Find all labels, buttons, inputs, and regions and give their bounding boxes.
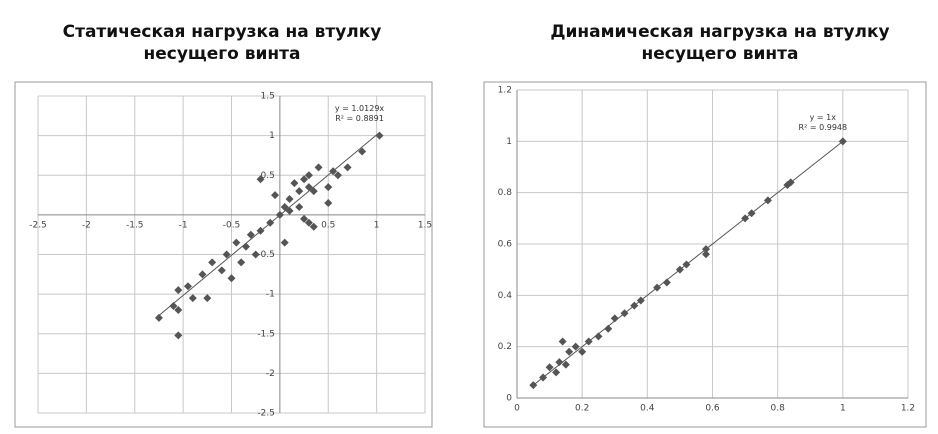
x-tick-label: -2 [82,220,91,230]
data-point [280,238,289,247]
trend-annotation: y = 1x [810,113,837,122]
data-point [309,222,318,231]
x-tick-label: 0.8 [771,404,786,414]
y-tick-label: 1.5 [261,92,275,102]
data-point [237,258,246,267]
data-point [604,324,613,333]
data-point [174,305,183,314]
data-point [251,250,260,259]
data-point [300,214,309,223]
y-tick-label: 0.8 [498,188,513,198]
data-point [169,302,178,311]
data-point [662,278,671,287]
data-point [174,331,183,340]
y-tick-label: 0 [506,394,512,404]
x-tick-label: -2.5 [29,220,47,230]
trend-annotation: R² = 0.9948 [799,123,848,132]
y-tick-label: -1.5 [257,329,275,339]
data-point [610,314,619,323]
data-point [314,163,323,172]
x-tick-label: 1 [840,404,846,414]
data-point [304,171,313,180]
data-point [227,274,236,283]
y-tick-label: -0.5 [257,250,275,260]
data-point [565,347,574,356]
data-point [222,250,231,259]
data-point [571,342,580,351]
data-point [324,198,333,207]
data-point [217,266,226,275]
y-tick-label: -2.5 [257,409,275,419]
data-point [545,363,554,372]
data-point [701,250,710,259]
data-point [271,191,280,200]
chart-title: Статическая нагрузка на втулку [63,22,382,42]
data-point [232,238,241,247]
data-point [290,179,299,188]
y-tick-label: 1.2 [498,86,512,96]
x-tick-label: 0 [514,404,520,414]
data-point [154,313,163,322]
y-tick-label: -1 [266,290,275,300]
y-tick-label: 1 [269,131,275,141]
data-point [246,230,255,239]
data-point [561,360,570,369]
x-tick-label: -1 [179,220,188,230]
data-point [203,294,212,303]
x-tick-label: 0.2 [575,404,589,414]
data-point [594,332,603,341]
data-point [174,286,183,295]
y-tick-label: 0.2 [498,342,512,352]
data-point [343,163,352,172]
x-tick-label: 0.5 [321,220,335,230]
data-point [256,175,265,184]
data-point [333,171,342,180]
x-tick-label: 1 [374,220,380,230]
y-tick-label: 1 [506,137,512,147]
data-point [358,147,367,156]
data-point [558,337,567,346]
data-point [285,195,294,204]
data-point [295,187,304,196]
x-tick-label: -1.5 [126,220,144,230]
x-tick-label: 0.6 [705,404,720,414]
y-tick-label: 0.4 [498,291,513,301]
y-tick-label: 0.5 [261,171,275,181]
data-point [552,368,561,377]
trend-annotation: R² = 0.8891 [335,114,384,123]
data-point [578,347,587,356]
trend-annotation: y = 1.0129x [335,104,385,113]
trendline [532,140,844,386]
data-point [555,358,564,367]
data-point [198,270,207,279]
x-tick-label: 1.5 [418,220,432,230]
data-point [295,202,304,211]
chart-title: Динамическая нагрузка на втулку [550,22,889,42]
chart-title: несущего винта [144,44,301,64]
x-tick-label: 1.2 [901,404,915,414]
x-tick-label: 0.4 [640,404,655,414]
y-tick-label: 0.6 [498,240,513,250]
y-tick-label: -2 [266,369,275,379]
data-point [208,258,217,267]
data-point [300,175,309,184]
data-point [324,183,333,192]
trendline [158,132,380,316]
data-point [188,294,197,303]
chart-title: несущего винта [642,44,799,64]
data-point [304,218,313,227]
data-point [183,282,192,291]
x-tick-label: -0.5 [223,220,241,230]
